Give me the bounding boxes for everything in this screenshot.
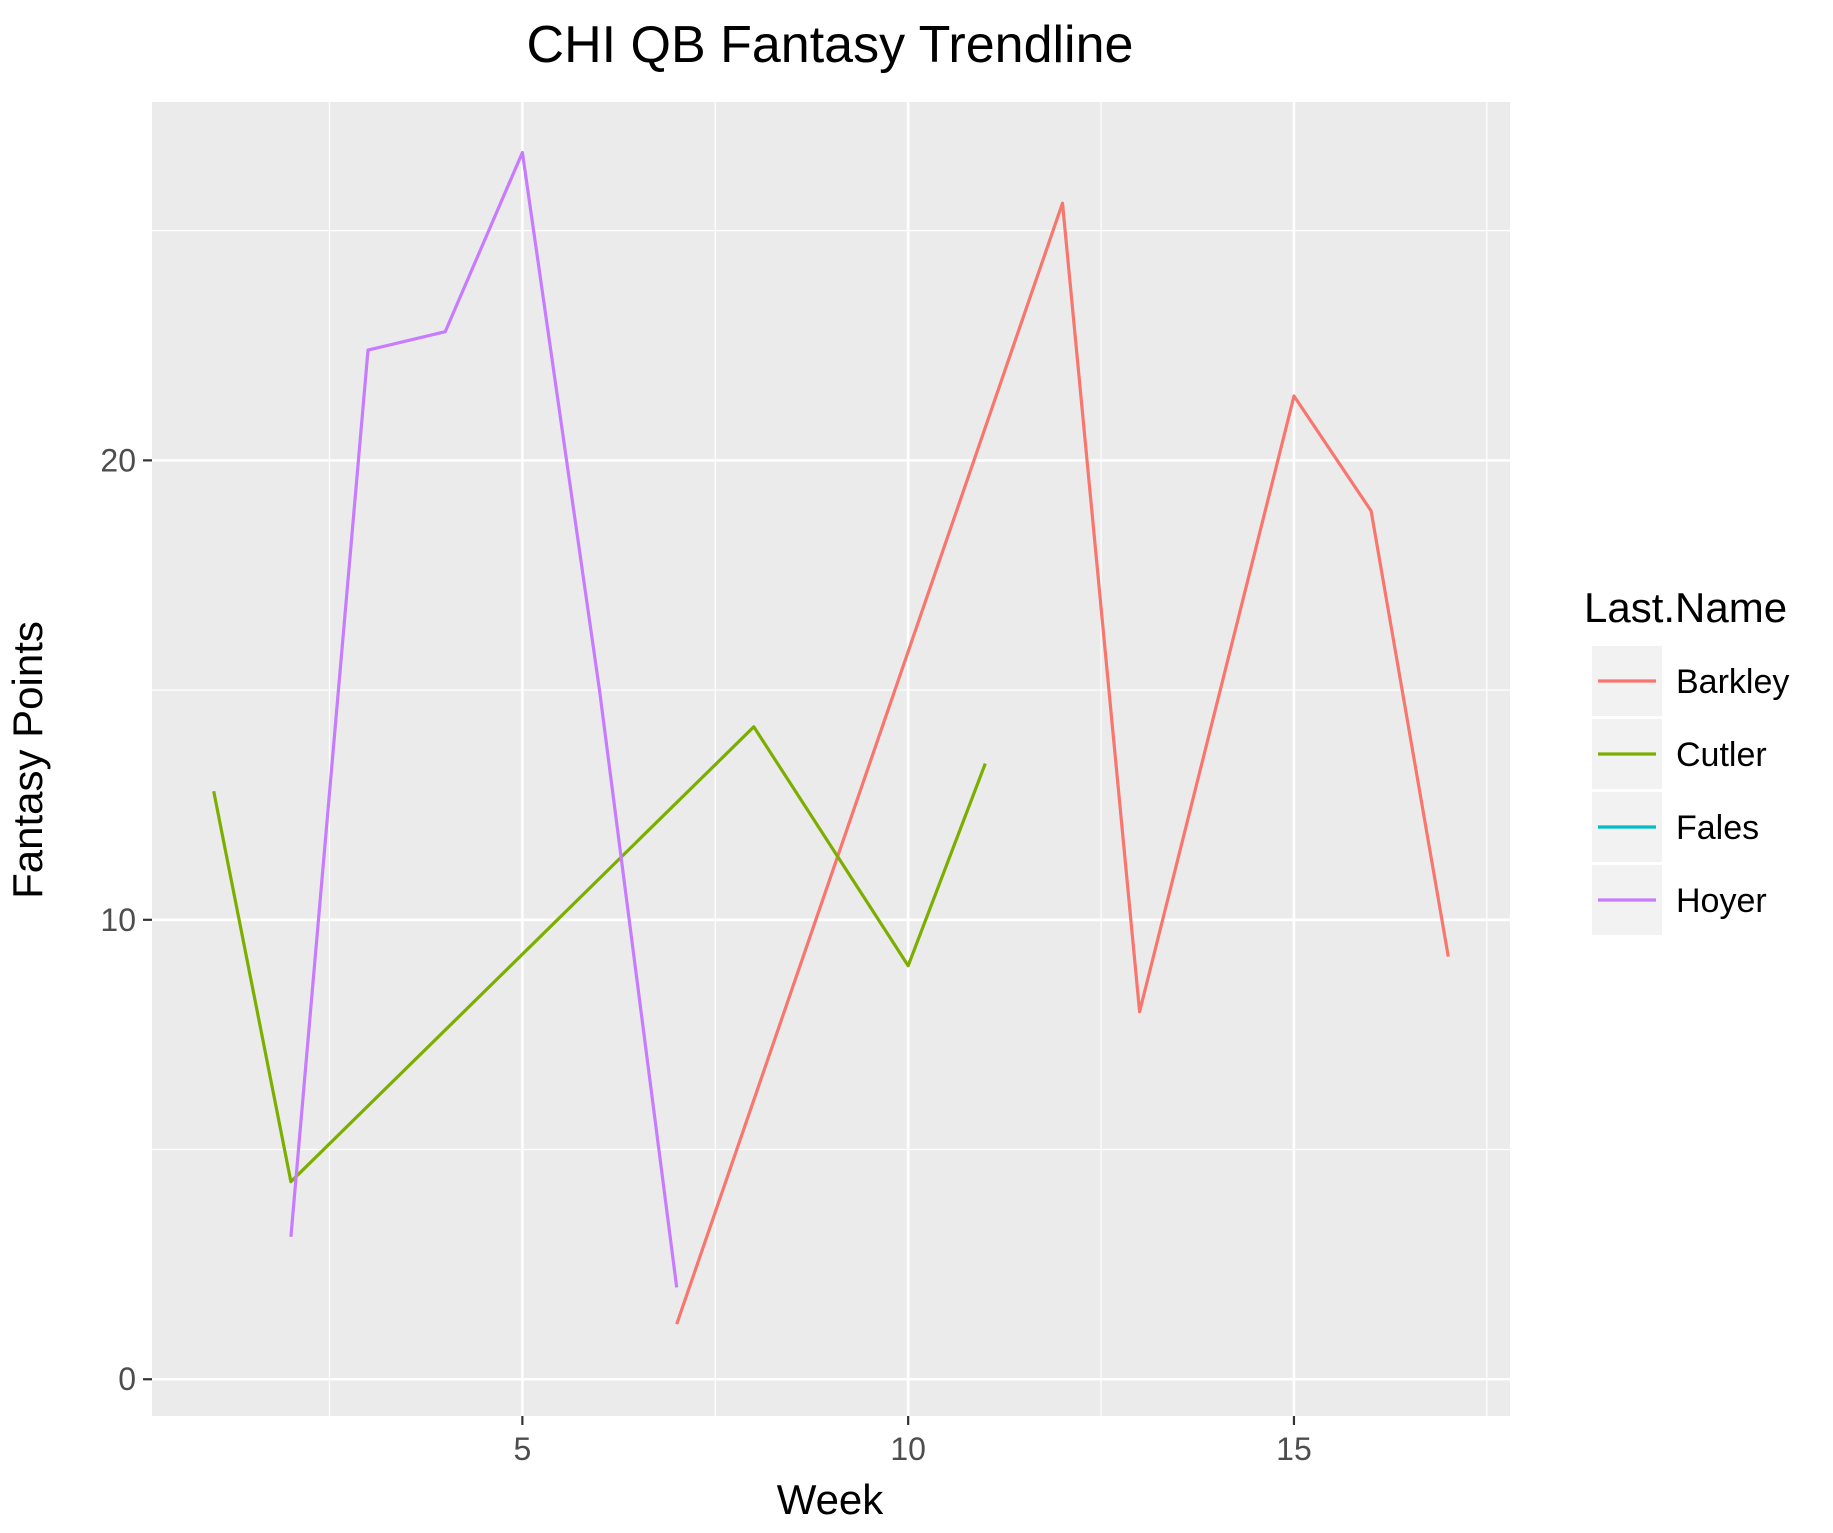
series-line-cutler [212, 725, 987, 1184]
y-tick-label: 10 [100, 902, 136, 938]
legend-label-barkley: Barkley [1676, 663, 1789, 701]
y-axis: 0 10 20 [100, 442, 152, 1397]
panel-background [152, 102, 1510, 1416]
series-line-barkley [675, 201, 1450, 1325]
x-tick-label: 15 [1276, 1431, 1312, 1467]
legend-label-fales: Fales [1676, 809, 1759, 847]
legend-title: Last.Name [1584, 584, 1787, 631]
legend-label-cutler: Cutler [1676, 736, 1767, 774]
legend: Last.Name Barkley Cutler Fales Hoyer [1584, 584, 1789, 935]
x-axis-title: Week [777, 1476, 885, 1523]
series-line-hoyer [289, 150, 679, 1288]
chart-title: CHI QB Fantasy Trendline [527, 16, 1134, 74]
legend-label-hoyer: Hoyer [1676, 882, 1767, 920]
x-tick-label: 5 [513, 1431, 531, 1467]
plot-panel [152, 102, 1510, 1416]
y-axis-title: Fantasy Points [4, 621, 51, 899]
x-axis: 5 10 15 [513, 1416, 1312, 1467]
x-tick-label: 10 [890, 1431, 926, 1467]
y-tick-label: 20 [100, 442, 136, 478]
y-tick-label: 0 [118, 1361, 136, 1397]
